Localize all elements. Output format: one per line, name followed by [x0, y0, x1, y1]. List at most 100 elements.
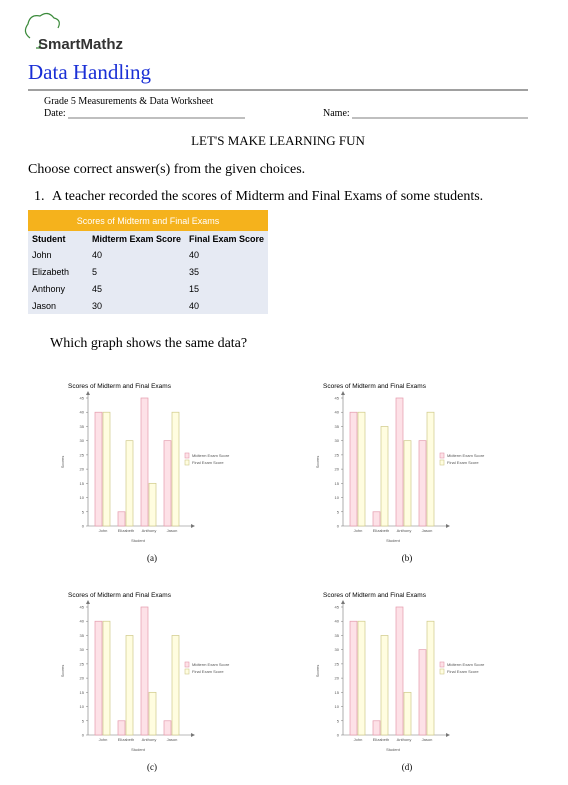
y-tick-label: 25 — [335, 661, 340, 666]
legend-label: Final Exam Score — [192, 460, 224, 465]
table-cell: 40 — [189, 250, 199, 260]
chart-caption: (b) — [402, 553, 413, 563]
x-tick-label: Anthony — [142, 528, 157, 533]
chart-title: Scores of Midterm and Final Exams — [323, 592, 427, 599]
y-tick-label: 45 — [80, 396, 85, 401]
y-axis-label: Scores — [315, 665, 320, 677]
y-tick-label: 15 — [335, 481, 340, 486]
y-tick-label: 30 — [335, 647, 340, 652]
y-tick-label: 10 — [80, 704, 85, 709]
y-tick-label: 40 — [80, 410, 85, 415]
y-tick-label: 10 — [335, 495, 340, 500]
slogan: LET'S MAKE LEARNING FUN — [191, 133, 365, 148]
y-tick-label: 10 — [335, 704, 340, 709]
legend-label: Final Exam Score — [192, 669, 224, 674]
bar — [426, 411, 435, 527]
bar — [125, 635, 134, 736]
x-tick-label: Jason — [167, 737, 178, 742]
table-header: Midterm Exam Score — [92, 234, 181, 244]
legend-swatch — [184, 661, 190, 668]
bar — [117, 511, 126, 527]
bar — [357, 620, 366, 736]
y-tick-label: 5 — [337, 509, 340, 514]
y-tick-label: 5 — [82, 718, 85, 723]
legend-label: Midterm Exam Score — [447, 453, 485, 458]
y-axis-label: Scores — [60, 456, 65, 468]
bar — [140, 606, 149, 736]
y-tick-label: 35 — [335, 424, 340, 429]
bar — [148, 482, 157, 527]
bar — [403, 691, 412, 736]
y-tick-label: 35 — [335, 633, 340, 638]
chart-title: Scores of Midterm and Final Exams — [68, 383, 172, 390]
legend-label: Final Exam Score — [447, 460, 479, 465]
legend-swatch — [439, 452, 445, 459]
bar — [426, 620, 435, 736]
bar — [140, 397, 149, 527]
bar — [163, 720, 172, 736]
y-tick-label: 0 — [82, 733, 85, 738]
bar — [380, 635, 389, 736]
x-tick-label: Anthony — [142, 737, 157, 742]
table-header: Final Exam Score — [189, 234, 264, 244]
y-tick-label: 0 — [82, 524, 85, 529]
bar — [403, 440, 412, 527]
bar — [418, 440, 427, 527]
x-tick-label: Jason — [422, 528, 433, 533]
y-tick-label: 0 — [337, 733, 340, 738]
chart-caption: (d) — [402, 762, 413, 772]
y-axis-label: Scores — [315, 456, 320, 468]
question-number: 1. — [34, 189, 45, 204]
legend-label: Midterm Exam Score — [447, 662, 485, 667]
y-tick-label: 30 — [80, 438, 85, 443]
y-axis-label: Scores — [60, 665, 65, 677]
bar — [94, 411, 103, 527]
x-axis-label: Student — [131, 747, 146, 752]
y-tick-label: 40 — [335, 619, 340, 624]
table-cell: 5 — [92, 267, 97, 277]
legend-swatch — [184, 459, 190, 466]
y-tick-label: 45 — [80, 605, 85, 610]
table-cell: Anthony — [32, 284, 66, 294]
worksheet-name: Grade 5 Measurements & Data Worksheet — [44, 96, 213, 107]
x-tick-label: John — [354, 737, 363, 742]
legend-swatch — [184, 452, 190, 459]
table-cell: Jason — [32, 301, 56, 311]
bar — [102, 620, 111, 736]
y-tick-label: 25 — [335, 452, 340, 457]
legend-label: Final Exam Score — [447, 669, 479, 674]
bar — [395, 606, 404, 736]
bar — [349, 411, 358, 527]
bar — [349, 620, 358, 736]
date-label: Date: — [44, 108, 66, 119]
legend-label: Midterm Exam Score — [192, 453, 230, 458]
y-tick-label: 15 — [80, 690, 85, 695]
bar — [171, 635, 180, 736]
y-tick-label: 40 — [80, 619, 85, 624]
table-cell: John — [32, 250, 52, 260]
table-cell: 45 — [92, 284, 102, 294]
y-tick-label: 35 — [80, 633, 85, 638]
y-tick-label: 20 — [80, 467, 85, 472]
y-tick-label: 30 — [80, 647, 85, 652]
x-tick-label: Elizabeth — [118, 737, 134, 742]
bar — [163, 440, 172, 527]
bar — [372, 511, 381, 527]
x-tick-label: Anthony — [397, 528, 412, 533]
x-tick-label: John — [354, 528, 363, 533]
x-tick-label: John — [99, 528, 108, 533]
legend-swatch — [184, 668, 190, 675]
x-tick-label: Elizabeth — [373, 737, 389, 742]
table-cell: 40 — [92, 250, 102, 260]
y-tick-label: 40 — [335, 410, 340, 415]
x-axis-label: Student — [386, 538, 401, 543]
x-tick-label: Anthony — [397, 737, 412, 742]
bar — [372, 720, 381, 736]
y-tick-label: 20 — [335, 467, 340, 472]
y-tick-label: 15 — [335, 690, 340, 695]
y-tick-label: 10 — [80, 495, 85, 500]
legend-swatch — [439, 459, 445, 466]
chart-caption: (c) — [147, 762, 157, 772]
